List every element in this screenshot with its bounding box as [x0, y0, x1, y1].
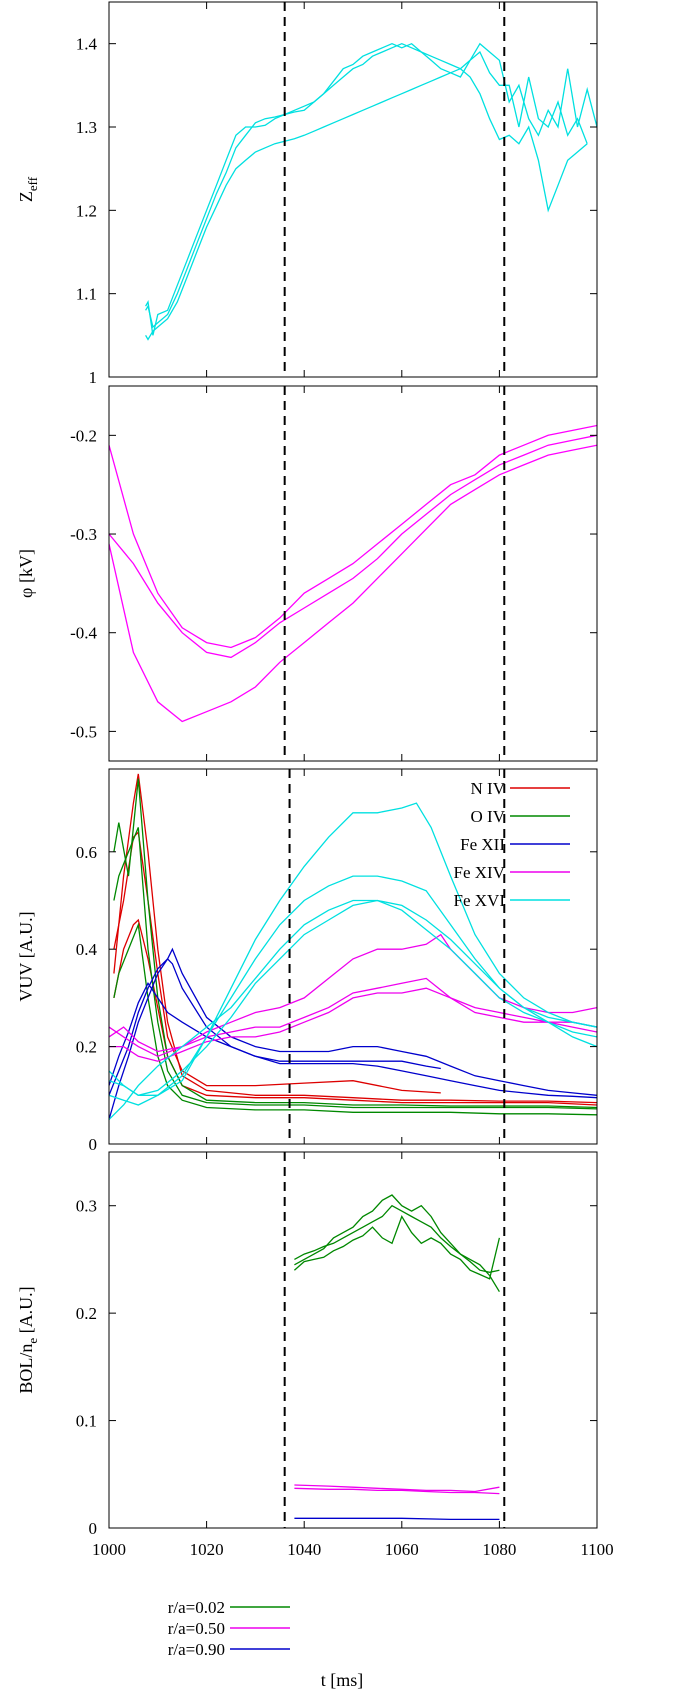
legend-label: Fe XVI: [454, 891, 506, 910]
legend-label: r/a=0.90: [168, 1640, 225, 1659]
plot-frame: [108, 385, 598, 762]
series-line: [294, 1484, 500, 1493]
plot-frame: [108, 1, 598, 378]
y-tick-label: 0.2: [76, 1038, 97, 1057]
y-tick-label: 1.2: [76, 201, 97, 220]
legend-label: O IV: [471, 807, 506, 826]
y-tick-label: 1.4: [76, 35, 98, 54]
plot-frame: [108, 1151, 598, 1529]
series-group: [109, 424, 597, 723]
series-line: [109, 933, 597, 1058]
series-line: [109, 424, 597, 649]
series-line: [294, 1204, 500, 1273]
plot-frame: [108, 768, 598, 1145]
series-line: [293, 1215, 501, 1280]
y-tick-label: -0.3: [70, 525, 97, 544]
series-line: [145, 42, 588, 329]
series-line: [109, 982, 597, 1099]
legend-label: N IV: [471, 779, 506, 798]
legend-label: Fe XII: [460, 835, 505, 854]
x-axis-label: t [ms]: [321, 1670, 364, 1690]
y-tick-label: 1.3: [76, 118, 97, 137]
series-line: [294, 1487, 500, 1495]
y-axis-label: Zeff: [16, 176, 40, 202]
panel-vuv: 0 0.2 0.4 0.6 VUV [A.U.] N IV O IV Fe XII Fe XIV…: [16, 768, 598, 1154]
y-tick-label: 1.1: [76, 285, 97, 304]
x-tick-label: 1040: [287, 1540, 321, 1559]
y-axis-label: VUV [A.U.]: [16, 911, 36, 1001]
x-tick-label: 1000: [92, 1540, 126, 1559]
panel-bol: 0 0.1 0.2 0.3 BOL/ne [A.U.] r/a=0.02 r/a=0.50 r…: [16, 1151, 598, 1659]
series-line: [113, 922, 597, 1116]
y-axis-label: BOL/ne [A.U.]: [16, 1286, 40, 1393]
y-tick-label: 0.4: [76, 940, 98, 959]
x-tick-labels: 1000 1020 1040 1060 1080 1100: [92, 1540, 614, 1559]
series-line: [109, 987, 597, 1062]
y-tick-label: -0.4: [70, 624, 97, 643]
series-line: [113, 827, 597, 1110]
y-axis-label: φ [kV]: [16, 549, 36, 598]
y-tick-label: 0.2: [76, 1304, 97, 1323]
panel-zeff: 1 1.1 1.2 1.3 1.4 Zeff: [16, 1, 598, 387]
y-tick-label: 1: [89, 368, 98, 387]
legend-label: r/a=0.02: [168, 1598, 225, 1617]
x-tick-label: 1060: [385, 1540, 419, 1559]
series-line: [113, 778, 597, 1109]
x-tick-label: 1020: [190, 1540, 224, 1559]
legend-label: r/a=0.50: [168, 1619, 225, 1638]
series-group: [145, 42, 597, 341]
y-tick-label: 0.3: [76, 1197, 97, 1216]
series-line: [294, 1194, 500, 1293]
series-line: [109, 977, 597, 1053]
series-line: [109, 947, 597, 1120]
legend-label: Fe XIV: [454, 863, 506, 882]
y-tick-label: -0.2: [70, 426, 97, 445]
series-line: [109, 434, 597, 659]
y-tick-label: 0.6: [76, 843, 97, 862]
series-line: [109, 802, 597, 1096]
series-line: [294, 1517, 500, 1521]
y-tick-label: 0.1: [76, 1412, 97, 1431]
y-tick-label: 0: [89, 1135, 98, 1154]
series-line: [145, 67, 588, 341]
series-line: [113, 773, 597, 1104]
series-group: [109, 773, 597, 1121]
series-line: [109, 957, 441, 1096]
y-tick-label: 0: [89, 1519, 98, 1538]
y-tick-label: -0.5: [70, 722, 97, 741]
series-line: [145, 42, 597, 336]
x-tick-label: 1100: [580, 1540, 613, 1559]
series-line: [109, 899, 597, 1097]
x-tick-label: 1080: [482, 1540, 516, 1559]
series-line: [109, 444, 597, 723]
series-line: [109, 899, 597, 1121]
series-group: [293, 1194, 501, 1521]
panel-phi: -0.5 -0.4 -0.3 -0.2 φ [kV]: [16, 385, 598, 762]
series-line: [113, 918, 597, 1106]
